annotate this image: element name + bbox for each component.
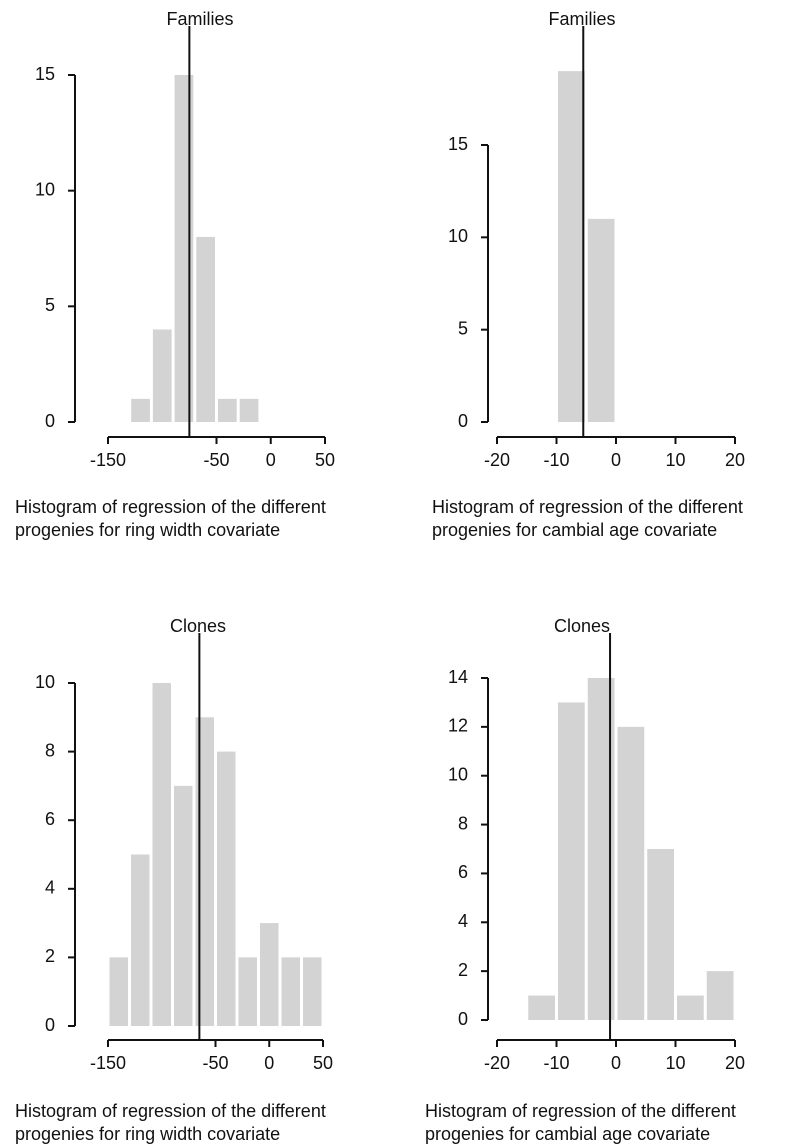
y-tick-label: 10 bbox=[448, 226, 468, 246]
y-tick-label: 2 bbox=[45, 946, 55, 966]
caption: progenies for cambial age covariate bbox=[432, 520, 717, 540]
x-tick-label: 0 bbox=[611, 450, 621, 470]
bar bbox=[281, 957, 300, 1026]
bar bbox=[109, 957, 128, 1026]
x-tick-label: 0 bbox=[611, 1053, 621, 1073]
caption: progenies for ring width covariate bbox=[15, 1124, 280, 1144]
bar bbox=[174, 785, 193, 1026]
x-tick-label: -50 bbox=[203, 450, 229, 470]
x-tick-label: 50 bbox=[315, 450, 335, 470]
y-tick-label: 14 bbox=[448, 667, 468, 687]
x-tick-label: 20 bbox=[725, 450, 745, 470]
x-tick-label: 0 bbox=[264, 1053, 274, 1073]
y-tick-label: 15 bbox=[448, 134, 468, 154]
bar bbox=[303, 957, 322, 1026]
caption: Histogram of regression of the different bbox=[425, 1101, 736, 1121]
caption: Histogram of regression of the different bbox=[15, 497, 326, 517]
y-tick-label: 10 bbox=[448, 764, 468, 784]
bar bbox=[217, 751, 236, 1026]
y-tick-label: 5 bbox=[458, 318, 468, 338]
chart-title: Families bbox=[166, 9, 233, 29]
y-tick-label: 4 bbox=[45, 878, 55, 898]
x-tick-label: 50 bbox=[313, 1053, 333, 1073]
x-tick-label: 0 bbox=[266, 450, 276, 470]
bar bbox=[558, 71, 585, 422]
bar bbox=[617, 726, 645, 1020]
bar bbox=[647, 849, 674, 1020]
y-tick-label: 0 bbox=[45, 1015, 55, 1035]
caption: Histogram of regression of the different bbox=[15, 1101, 326, 1121]
bar bbox=[587, 218, 615, 422]
y-tick-label: 0 bbox=[458, 1009, 468, 1029]
y-tick-label: 5 bbox=[45, 295, 55, 315]
bar bbox=[218, 398, 237, 422]
x-tick-label: 10 bbox=[665, 450, 685, 470]
y-tick-label: 8 bbox=[458, 813, 468, 833]
bar bbox=[238, 957, 257, 1026]
x-tick-label: -50 bbox=[202, 1053, 228, 1073]
bar bbox=[131, 854, 150, 1026]
bar bbox=[152, 683, 171, 1026]
bar bbox=[196, 236, 215, 422]
chart-title: Families bbox=[548, 9, 615, 29]
y-tick-label: 6 bbox=[45, 809, 55, 829]
caption: progenies for cambial age covariate bbox=[425, 1124, 710, 1144]
bar bbox=[131, 398, 150, 422]
bar bbox=[558, 702, 585, 1020]
x-tick-label: -10 bbox=[543, 450, 569, 470]
chart-title: Clones bbox=[554, 616, 610, 636]
bar bbox=[195, 717, 214, 1026]
x-tick-label: 10 bbox=[665, 1053, 685, 1073]
y-tick-label: 0 bbox=[458, 411, 468, 431]
y-tick-label: 6 bbox=[458, 862, 468, 882]
y-tick-label: 10 bbox=[35, 179, 55, 199]
x-tick-label: 20 bbox=[725, 1053, 745, 1073]
x-tick-label: -20 bbox=[484, 450, 510, 470]
x-tick-label: -10 bbox=[543, 1053, 569, 1073]
bar bbox=[260, 923, 279, 1026]
bar bbox=[239, 398, 259, 422]
chart-title: Clones bbox=[170, 616, 226, 636]
y-tick-label: 2 bbox=[458, 960, 468, 980]
x-tick-label: -150 bbox=[90, 1053, 126, 1073]
caption: Histogram of regression of the different bbox=[432, 497, 743, 517]
y-tick-label: 8 bbox=[45, 740, 55, 760]
y-tick-label: 15 bbox=[35, 64, 55, 84]
y-tick-label: 0 bbox=[45, 411, 55, 431]
x-tick-label: -20 bbox=[484, 1053, 510, 1073]
x-tick-label: -150 bbox=[90, 450, 126, 470]
bar bbox=[706, 971, 734, 1020]
y-tick-label: 4 bbox=[458, 911, 468, 931]
caption: progenies for ring width covariate bbox=[15, 520, 280, 540]
bar bbox=[677, 995, 704, 1020]
y-tick-label: 10 bbox=[35, 672, 55, 692]
bar bbox=[174, 75, 194, 422]
y-tick-label: 12 bbox=[448, 716, 468, 736]
bar bbox=[528, 995, 555, 1020]
bar bbox=[152, 329, 172, 422]
